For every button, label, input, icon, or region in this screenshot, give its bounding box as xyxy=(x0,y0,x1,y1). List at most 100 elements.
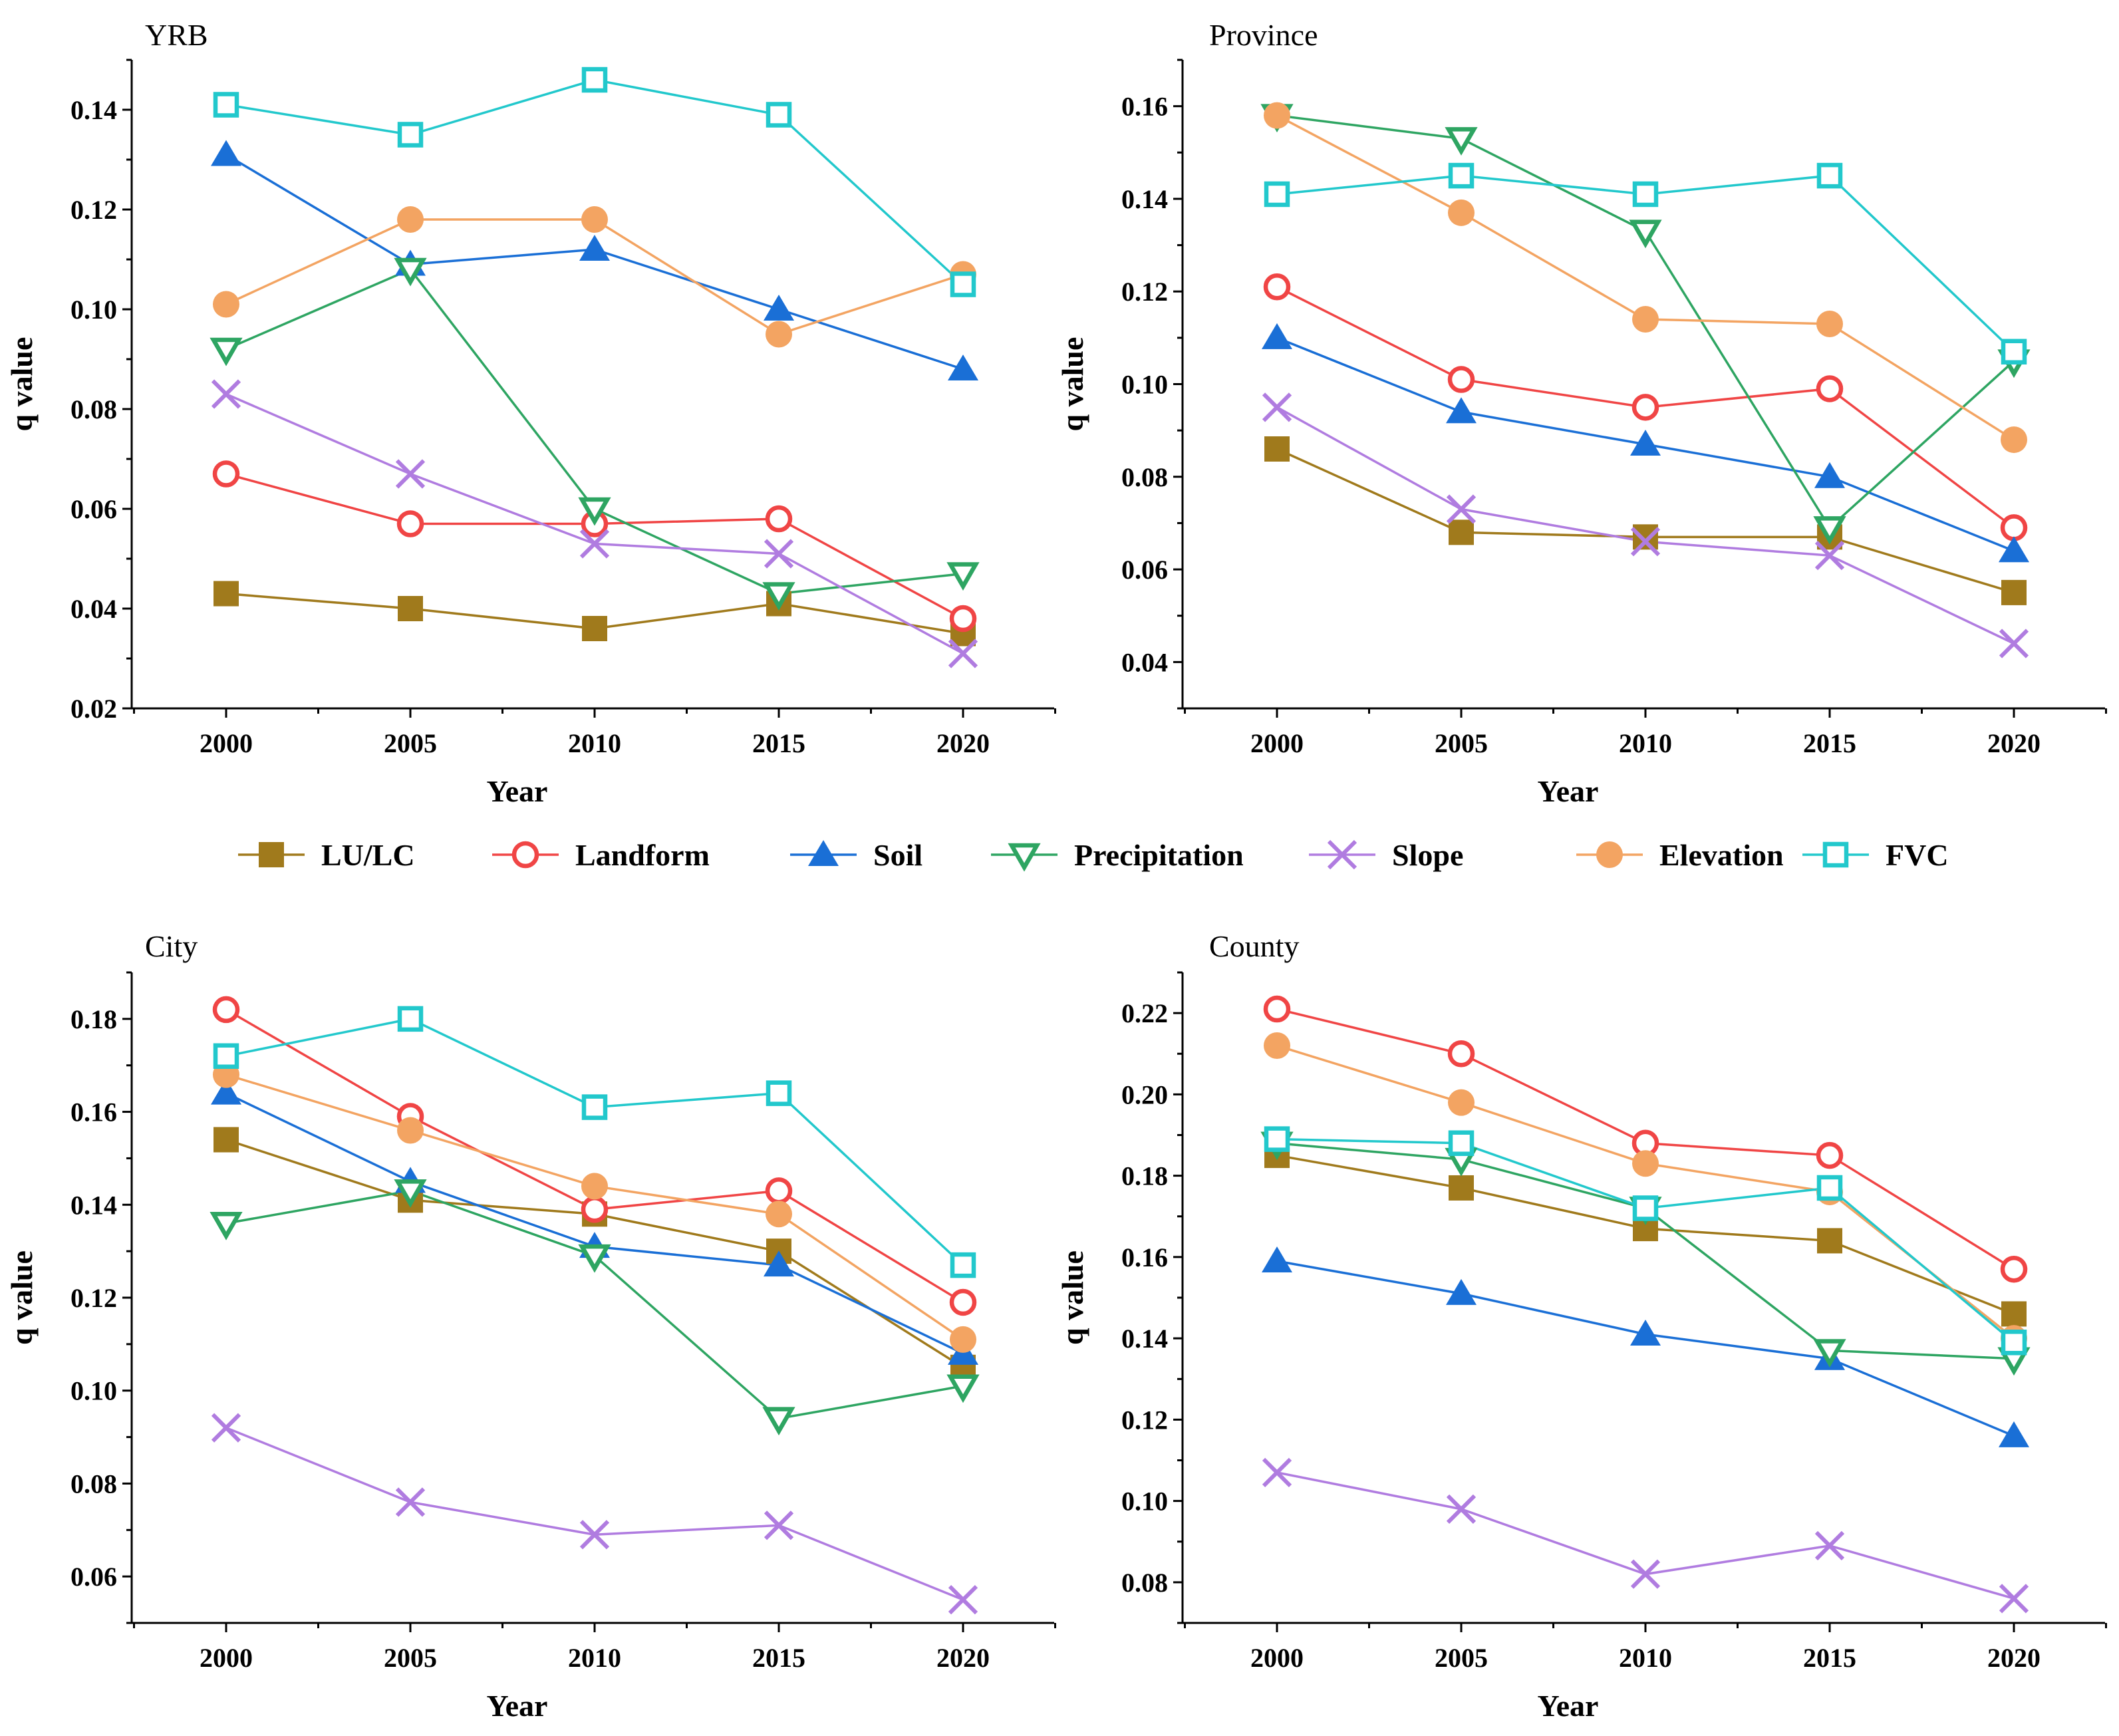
data-point-precipitation xyxy=(946,1374,980,1403)
x-tick-label: 2015 xyxy=(1803,1643,1856,1673)
data-point-fvc xyxy=(766,1080,792,1106)
data-point-elevation xyxy=(213,291,239,318)
data-point-slope xyxy=(1999,1584,2029,1614)
y-tick-label: 0.10 xyxy=(1121,1487,1168,1517)
legend-label: Elevation xyxy=(1659,838,1784,872)
data-point-fvc xyxy=(1448,162,1475,189)
legend-item-fvc: FVC xyxy=(1802,838,1949,872)
data-point-elevation xyxy=(1816,310,1843,337)
data-point-lu-lc xyxy=(1817,1228,1842,1254)
x-tick-label: 2005 xyxy=(1435,728,1488,758)
series-line-slope xyxy=(225,1426,964,1601)
y-tick-label: 0.06 xyxy=(71,1562,117,1592)
data-point-landform xyxy=(949,1288,977,1316)
data-point-lu-lc xyxy=(213,1127,239,1153)
x-tick-label: 2010 xyxy=(1619,728,1672,758)
legend-marker xyxy=(1008,843,1041,872)
y-tick-label: 0.22 xyxy=(1121,998,1168,1028)
data-point-precipitation xyxy=(210,337,243,366)
y-tick-label: 0.08 xyxy=(1121,462,1168,492)
data-point-precipitation xyxy=(394,257,427,287)
y-tick-label: 0.04 xyxy=(1121,647,1168,677)
data-point-landform xyxy=(1816,1141,1844,1169)
data-point-slope xyxy=(211,1413,241,1443)
data-point-landform xyxy=(396,510,424,537)
series-line-soil xyxy=(1276,1260,2015,1437)
data-point-elevation xyxy=(581,1173,608,1200)
data-point-slope xyxy=(764,539,794,569)
x-tick-label: 2000 xyxy=(1250,1643,1304,1673)
x-tick-label: 2000 xyxy=(200,1643,253,1673)
x-axis-label: Year xyxy=(1538,1689,1599,1723)
legend-marker xyxy=(1822,841,1849,868)
x-tick-label: 2015 xyxy=(1803,728,1856,758)
legend-item-lu-lc: LU/LC xyxy=(238,838,415,872)
data-point-precipitation xyxy=(578,497,611,526)
y-tick-label: 0.10 xyxy=(71,295,117,325)
legend-marker xyxy=(1596,841,1623,868)
data-point-elevation xyxy=(950,1326,976,1353)
data-point-soil xyxy=(1262,323,1292,349)
data-point-elevation xyxy=(766,1201,792,1228)
chart-panel-city: City 0.06 0.08 0.10 0.12 0.14 0.16 0.18 2000 2005… xyxy=(5,929,1056,1723)
y-tick-label: 0.06 xyxy=(1121,555,1168,585)
data-point-soil xyxy=(1446,1278,1477,1305)
y-tick-label: 0.04 xyxy=(71,594,117,624)
data-point-landform xyxy=(949,605,977,633)
data-point-precipitation xyxy=(210,1211,243,1240)
data-point-lu-lc xyxy=(1633,524,1658,550)
data-point-soil xyxy=(1262,1246,1292,1272)
legend: LU/LC Landform Soil Precipitation Slope Eleva… xyxy=(238,838,1949,872)
data-point-fvc xyxy=(950,271,976,297)
y-tick-label: 0.12 xyxy=(1121,1405,1168,1435)
data-point-fvc xyxy=(1632,1195,1659,1221)
data-point-soil xyxy=(1446,397,1477,424)
x-tick-label: 2010 xyxy=(568,728,621,758)
data-point-landform xyxy=(1816,375,1844,402)
data-point-slope xyxy=(579,1520,610,1550)
y-tick-label: 0.18 xyxy=(1121,1161,1168,1191)
data-point-precipitation xyxy=(394,1179,427,1208)
data-point-fvc xyxy=(213,92,239,118)
y-tick-label: 0.10 xyxy=(1121,370,1168,400)
data-point-elevation xyxy=(581,206,608,233)
data-point-landform xyxy=(1263,273,1291,301)
legend-label: Soil xyxy=(873,838,922,872)
y-tick-label: 0.08 xyxy=(1121,1568,1168,1598)
x-tick-label: 2005 xyxy=(1435,1643,1488,1673)
chart-panel-yrb: YRB 0.02 0.04 0.06 0.08 0.10 0.12 0.14 2000 2005 2… xyxy=(5,18,1056,808)
x-tick-label: 2000 xyxy=(1250,728,1304,758)
y-axis-label: q value xyxy=(1056,1250,1089,1345)
y-tick-label: 0.14 xyxy=(71,1190,117,1220)
data-point-landform xyxy=(1631,394,1659,421)
y-tick-label: 0.08 xyxy=(71,394,117,424)
x-tick-label: 2005 xyxy=(384,1643,437,1673)
data-point-slope xyxy=(764,1511,794,1540)
panel-title: County xyxy=(1209,929,1299,963)
data-point-soil xyxy=(948,355,978,380)
y-tick-label: 0.12 xyxy=(71,1283,117,1313)
x-tick-label: 2005 xyxy=(384,728,437,758)
data-point-soil xyxy=(211,1078,241,1105)
data-point-soil xyxy=(1630,430,1661,456)
data-point-elevation xyxy=(397,206,424,233)
data-point-slope xyxy=(1814,541,1845,571)
legend-item-landform: Landform xyxy=(492,838,710,872)
y-tick-label: 0.18 xyxy=(71,1004,117,1034)
data-point-precipitation xyxy=(1629,219,1662,249)
y-tick-label: 0.12 xyxy=(71,195,117,225)
data-point-elevation xyxy=(1448,1089,1475,1116)
legend-item-elevation: Elevation xyxy=(1576,838,1784,872)
data-point-lu-lc xyxy=(1449,1175,1474,1201)
data-point-fvc xyxy=(1632,181,1659,208)
legend-label: Landform xyxy=(575,838,710,872)
legend-marker xyxy=(808,840,839,866)
legend-label: Precipitation xyxy=(1074,838,1244,872)
data-point-fvc xyxy=(397,122,424,148)
data-point-slope xyxy=(1814,1530,1845,1560)
y-tick-label: 0.14 xyxy=(71,95,117,125)
data-point-slope xyxy=(1630,1559,1661,1589)
data-point-landform xyxy=(765,505,793,533)
data-point-lu-lc xyxy=(1264,436,1290,462)
y-tick-label: 0.08 xyxy=(71,1469,117,1499)
